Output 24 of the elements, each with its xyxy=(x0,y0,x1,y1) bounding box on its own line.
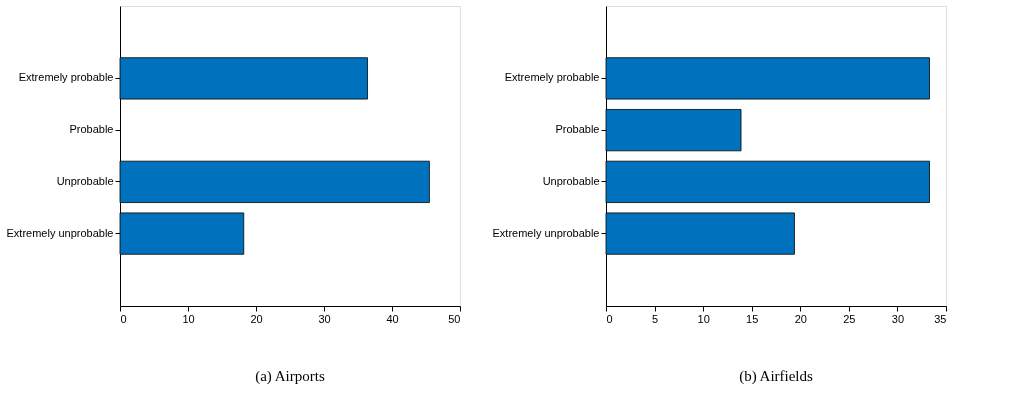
y-tick-label: Extremely unprobable xyxy=(492,226,600,239)
x-tick-label: 35 xyxy=(934,312,947,325)
x-tick-label: 25 xyxy=(843,312,856,325)
x-tick-label: 40 xyxy=(386,312,399,325)
x-tick-label: 30 xyxy=(318,312,331,325)
y-tick-label: Unprobable xyxy=(542,174,600,187)
x-tick-label: 10 xyxy=(697,312,710,325)
text: (a) Airports xyxy=(255,368,325,385)
y-tick-label: Extremely probable xyxy=(504,71,600,84)
y-tick-label: Extremely unprobable xyxy=(6,226,114,239)
y-tick-label: Probable xyxy=(555,123,600,136)
x-tick-label: 50 xyxy=(448,312,461,325)
x-tick-label: 0 xyxy=(606,312,613,325)
x-tick-label: 0 xyxy=(120,312,127,325)
y-tick-label: Unprobable xyxy=(56,174,114,187)
x-tick-label: 5 xyxy=(652,312,659,325)
text: (b) Airfields xyxy=(739,368,814,385)
y-tick-label: Extremely probable xyxy=(18,71,114,84)
x-tick-label: 20 xyxy=(794,312,807,325)
x-tick-label: 20 xyxy=(250,312,263,325)
x-tick-label: 30 xyxy=(891,312,905,325)
x-tick-label: 15 xyxy=(746,312,759,325)
x-tick-label: 10 xyxy=(182,312,195,325)
y-tick-label: Probable xyxy=(69,123,114,136)
